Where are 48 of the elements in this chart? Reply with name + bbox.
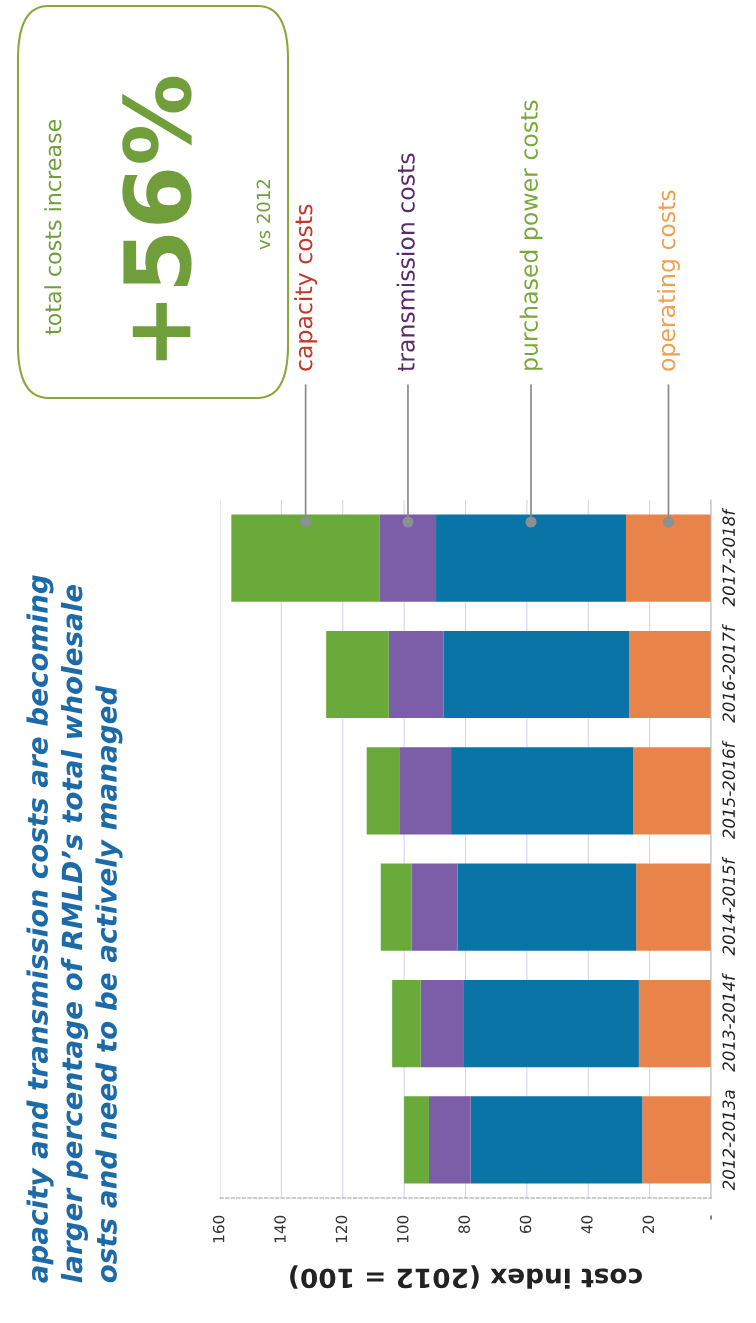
x-tick-label: 80 — [458, 1215, 470, 1234]
bar — [428, 1096, 471, 1184]
x-tick-label: 60 — [519, 1215, 532, 1234]
text: transmission costs — [396, 153, 415, 372]
bar — [436, 514, 626, 602]
bar — [463, 979, 639, 1068]
bar — [411, 863, 458, 951]
bar — [636, 863, 711, 951]
bar — [626, 514, 711, 602]
bar — [404, 1096, 429, 1184]
bar — [379, 514, 437, 602]
x-axis-title: cost index (2012 = 100) — [290, 1265, 642, 1289]
bar — [366, 747, 400, 835]
y-tick-label: 2014-2015f — [722, 856, 736, 956]
text: +56% — [122, 76, 192, 361]
bar — [380, 863, 412, 951]
bar — [399, 747, 452, 835]
bar — [388, 630, 444, 719]
bar — [451, 747, 634, 835]
y-tick-label: 2013-2014f — [722, 973, 736, 1072]
text: purchased power costs — [519, 100, 543, 370]
text: total costs increase — [44, 119, 62, 335]
text: operating costs — [657, 190, 680, 371]
x-tick-label: - — [710, 1215, 712, 1220]
x-tick-label: 140 — [274, 1215, 286, 1243]
y-tick-label: 2012-2013a — [722, 1090, 736, 1191]
x-tick-label: 20 — [642, 1215, 655, 1233]
bar — [470, 1096, 643, 1184]
bar — [638, 979, 711, 1068]
bar — [420, 979, 464, 1068]
bar — [642, 1096, 711, 1184]
bar — [629, 630, 711, 719]
bar — [392, 979, 421, 1068]
x-tick-label: 40 — [581, 1215, 593, 1234]
text: capacity costs — [294, 204, 318, 371]
text: vs 2012 — [256, 180, 271, 250]
y-tick-label: 2015-2016f — [722, 740, 736, 840]
bar — [326, 630, 389, 719]
y-tick-label: 2016-2017f — [722, 624, 736, 723]
bar — [457, 863, 637, 951]
text: apacity and transmission costs are becoming larger percentage of RMLD’s total wholesale osts and need to be actively managed — [26, 575, 123, 1283]
bar — [231, 514, 380, 602]
x-tick-label: 100 — [397, 1215, 409, 1243]
y-tick-label: 2017-2018f — [722, 507, 736, 607]
x-tick-label: 160 — [212, 1215, 225, 1243]
bar — [443, 630, 630, 719]
bar — [633, 747, 711, 835]
x-tick-label: 120 — [335, 1215, 348, 1243]
